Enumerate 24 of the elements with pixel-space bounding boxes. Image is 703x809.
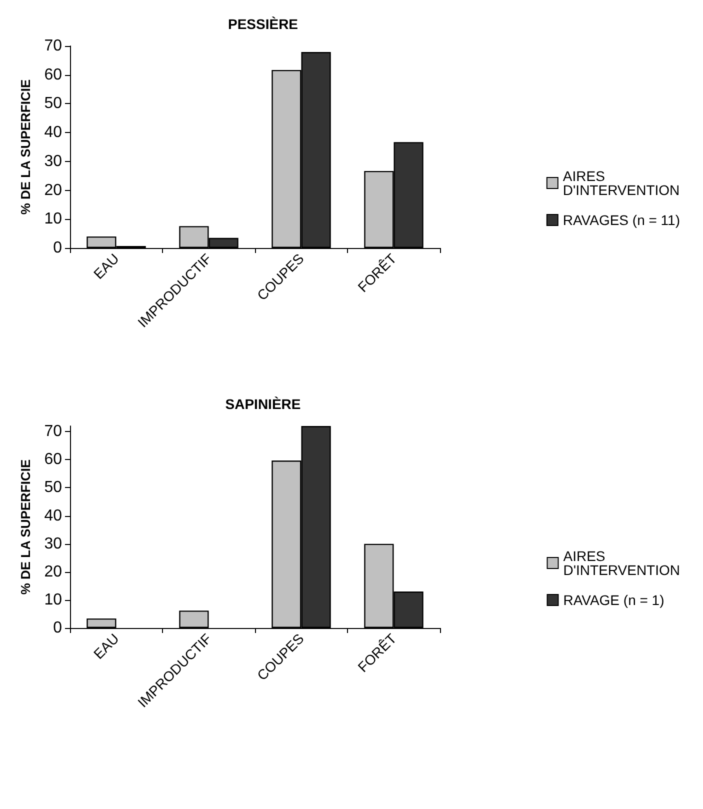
y-tick-label: 20 [44, 563, 62, 580]
y-tick-label: 50 [44, 95, 62, 112]
chart-title: SAPINIÈRE [225, 396, 301, 412]
chart-title: PESSIÈRE [228, 16, 298, 32]
y-tick-label: 10 [44, 210, 62, 228]
legend-label: RAVAGES (n = 11) [562, 212, 680, 228]
y-tick-label: 20 [44, 182, 62, 199]
y-tick-label: 60 [44, 451, 62, 468]
y-tick-label: 50 [44, 479, 62, 496]
y-tick-label: 30 [44, 152, 62, 170]
y-axis-title: % DE LA SUPERFICIE [18, 459, 33, 595]
legend-label: RAVAGE (n = 1) [563, 592, 664, 608]
y-tick-label: 60 [44, 66, 62, 84]
y-tick-label: 70 [44, 423, 62, 440]
legend-label: AIRES D'INTERVENTION [562, 168, 680, 198]
y-tick-label: 40 [44, 507, 62, 524]
y-tick-label: 40 [44, 124, 62, 142]
y-tick-label: 10 [44, 591, 62, 608]
y-tick-label: 70 [44, 38, 62, 54]
y-tick-label: 30 [44, 535, 62, 552]
y-tick-label: 0 [53, 620, 62, 636]
y-tick-label: 0 [53, 240, 62, 256]
y-axis-title: % DE LA SUPERFICIE [18, 79, 33, 215]
legend-label: AIRES D'INTERVENTION [563, 548, 680, 578]
